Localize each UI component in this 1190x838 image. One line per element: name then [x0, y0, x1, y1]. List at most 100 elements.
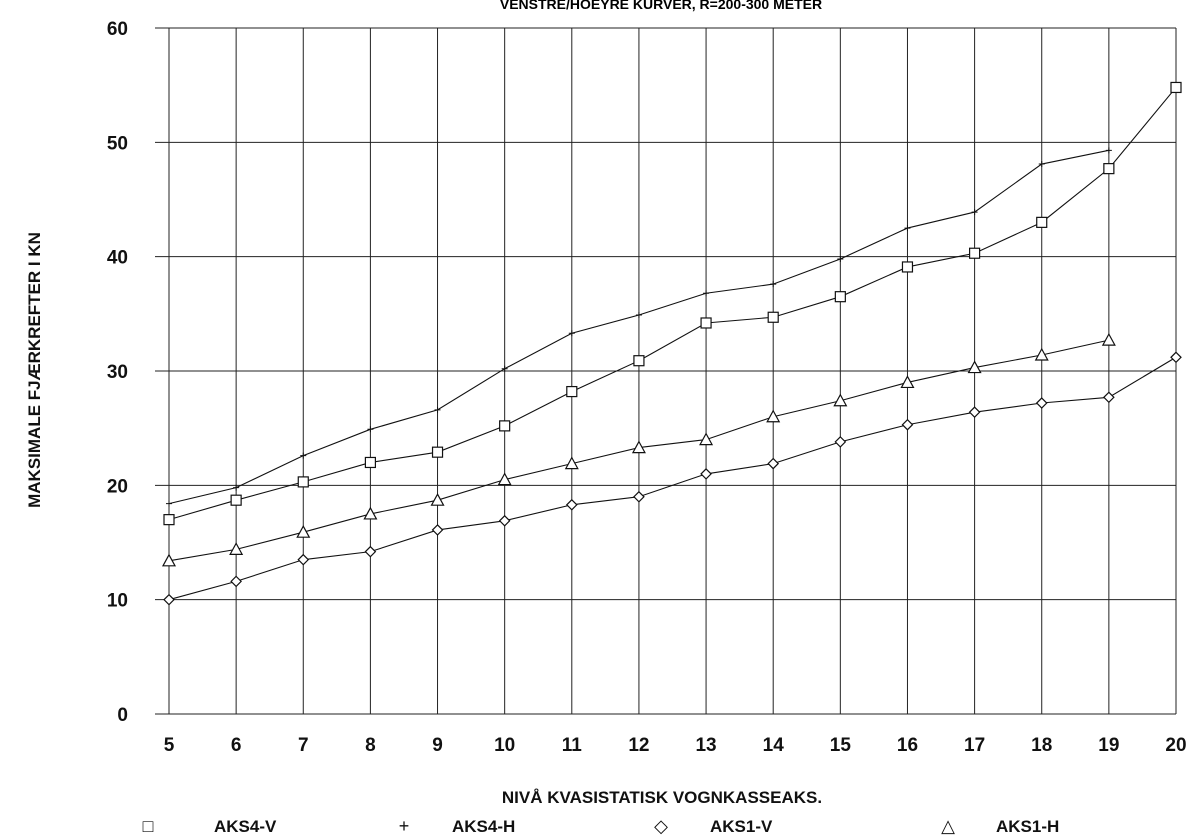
series-line-aks4-v	[168, 87, 1177, 521]
data-point-plus	[1038, 161, 1045, 168]
data-point-triangle	[229, 542, 244, 555]
data-point-diamond	[297, 553, 310, 566]
grid	[155, 27, 1177, 715]
data-point-plus	[568, 330, 575, 337]
data-point-square	[297, 476, 309, 488]
y-tick-label: 60	[107, 19, 128, 40]
data-point-triangle	[1101, 332, 1116, 346]
data-point-diamond	[230, 575, 242, 588]
data-point-plus	[837, 255, 844, 262]
data-point-triangle	[900, 375, 915, 389]
data-point-diamond	[633, 490, 645, 503]
x-tick-label: 14	[763, 735, 785, 756]
data-point-square	[1103, 163, 1115, 175]
x-tick-label: 15	[830, 735, 852, 756]
x-tick-label: 5	[164, 735, 175, 756]
data-point-diamond	[767, 457, 780, 470]
data-point-plus	[703, 290, 710, 297]
data-point-plus	[1105, 147, 1112, 154]
data-point-diamond	[901, 418, 914, 431]
data-point-triangle	[430, 492, 445, 506]
x-tick-label: 8	[365, 735, 376, 756]
legend-symbol-square: □	[143, 816, 154, 836]
x-tick-label: 9	[432, 735, 443, 756]
data-point-square	[633, 355, 645, 367]
legend-label: AKS1-H	[996, 817, 1059, 836]
data-point-triangle	[564, 456, 579, 470]
data-point-square	[364, 456, 376, 469]
data-point-triangle	[1034, 347, 1049, 361]
series-layer	[161, 81, 1182, 606]
legend: □ AKS4-V + AKS4-H ◇ AKS1-V △ AKS1-H	[143, 816, 1060, 836]
data-point-square	[163, 514, 175, 526]
x-tick-label: 20	[1165, 735, 1186, 756]
y-axis-label: MAKSIMALE FJÆRKREFTER I KN	[25, 232, 44, 508]
data-point-plus	[233, 484, 240, 491]
data-point-diamond	[1170, 351, 1182, 364]
data-point-square	[700, 317, 712, 329]
data-point-triangle	[631, 440, 646, 454]
data-point-plus	[770, 281, 777, 288]
data-point-triangle	[363, 506, 378, 520]
data-point-plus	[971, 209, 978, 216]
data-point-plus	[367, 426, 374, 433]
data-point-diamond	[364, 545, 377, 558]
data-point-square	[901, 261, 914, 273]
chart-title: VENSTRE/HOEYRE KURVER, R=200-300 METER	[500, 0, 822, 12]
data-point-plus	[635, 311, 642, 318]
data-point-diamond	[498, 514, 511, 527]
legend-label: AKS4-V	[214, 817, 277, 836]
tick-labels: 5 6 7 8 9 10 11 12 13 14 15 16 17 18 19 20 0 10 20 30 40 50 60	[107, 19, 1187, 756]
data-point-diamond	[163, 593, 175, 606]
data-point-square	[499, 420, 511, 432]
data-point-plus	[434, 406, 441, 413]
y-tick-label: 10	[107, 591, 128, 612]
data-point-square	[1036, 216, 1048, 228]
series-line-aks1-v	[168, 356, 1177, 601]
legend-label: AKS1-V	[710, 817, 773, 836]
x-tick-label: 17	[964, 735, 985, 756]
data-point-square	[1170, 81, 1182, 94]
y-tick-label: 20	[107, 476, 128, 497]
data-point-triangle	[497, 472, 512, 486]
data-point-triangle	[833, 393, 848, 407]
x-axis-label: NIVÅ KVASISTATISK VOGNKASSEAKS.	[502, 788, 822, 807]
data-point-diamond	[565, 498, 578, 511]
data-point-plus	[904, 225, 911, 232]
x-tick-label: 11	[562, 735, 583, 756]
data-point-diamond	[1035, 397, 1048, 409]
x-tick-label: 7	[298, 735, 309, 756]
x-tick-label: 6	[231, 735, 242, 756]
x-tick-label: 16	[897, 735, 918, 756]
data-point-diamond	[968, 406, 981, 419]
data-point-plus	[166, 500, 172, 507]
x-tick-label: 18	[1031, 735, 1052, 756]
y-tick-label: 30	[107, 362, 128, 383]
data-point-diamond	[834, 436, 847, 448]
data-point-square	[566, 385, 578, 398]
legend-symbol-triangle: △	[941, 816, 955, 836]
data-point-square	[431, 446, 444, 458]
data-point-plus	[501, 365, 508, 372]
data-point-triangle	[296, 524, 311, 538]
x-tick-label: 13	[695, 735, 716, 756]
x-tick-label: 19	[1098, 735, 1119, 756]
legend-label: AKS4-H	[452, 817, 515, 836]
legend-symbol-plus: +	[399, 816, 410, 836]
y-tick-label: 0	[117, 705, 128, 726]
data-point-diamond	[700, 468, 712, 480]
data-point-triangle	[967, 360, 982, 374]
data-point-diamond	[431, 524, 444, 536]
data-point-triangle	[766, 409, 781, 423]
y-tick-label: 40	[107, 248, 128, 269]
data-point-square	[834, 291, 846, 303]
data-point-square	[767, 311, 779, 323]
data-point-triangle	[699, 432, 714, 446]
x-tick-label: 12	[628, 735, 649, 756]
data-point-diamond	[1103, 391, 1115, 404]
y-tick-label: 50	[107, 133, 128, 154]
data-point-triangle	[161, 553, 177, 567]
data-point-plus	[300, 452, 307, 459]
data-point-square	[230, 494, 242, 506]
